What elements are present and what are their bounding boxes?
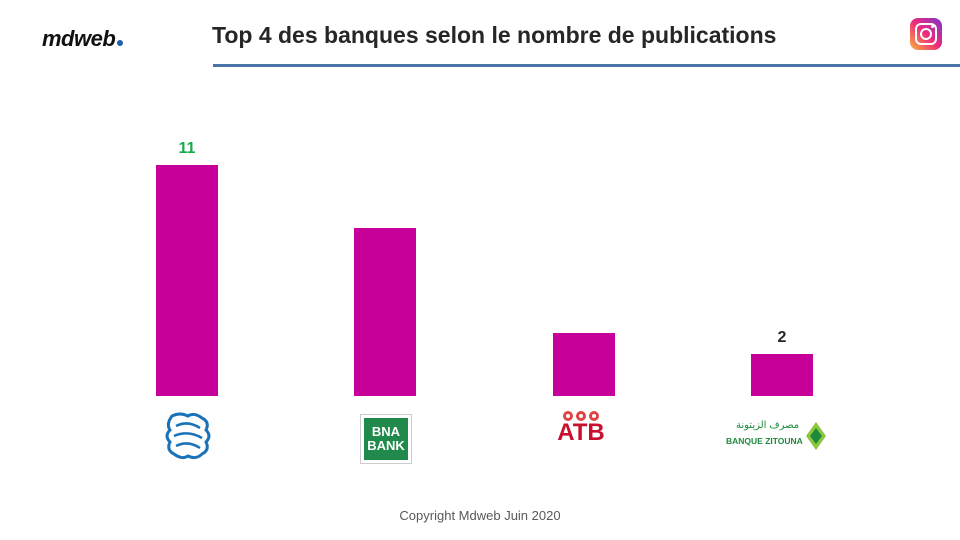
zitouna-logo: مصرف الزيتونة BANQUE ZITOUNA	[726, 418, 826, 454]
atb-circles-icon	[563, 411, 599, 421]
bar-atb	[553, 333, 615, 396]
brand-dot	[117, 40, 124, 46]
bna-logo: BNA BANK	[360, 414, 412, 464]
brand-name: mdweb	[42, 26, 116, 51]
atb-logo-text: ATB	[557, 419, 605, 446]
atb-logo: ATB	[548, 410, 614, 464]
zitouna-logo-arabic: مصرف الزيتونة	[736, 420, 800, 431]
stb-logo-icon	[165, 412, 211, 460]
zitouna-leaf-icon	[806, 422, 826, 450]
data-label-stb: 11	[179, 140, 196, 157]
page-title: Top 4 des banques selon le nombre de pub…	[212, 22, 777, 48]
copyright-footer: Copyright Mdweb Juin 2020	[399, 508, 561, 523]
bar-banque-zitouna	[751, 354, 813, 396]
bar-stb	[156, 165, 218, 396]
data-label-banque-zitouna: 2	[778, 329, 787, 346]
instagram-icon	[910, 18, 942, 50]
bna-logo-line2: BANK	[367, 438, 405, 453]
bar-bna	[354, 228, 416, 396]
title-underline	[213, 64, 960, 67]
brand-logo: mdweb	[42, 26, 124, 52]
bna-logo-line1: BNA	[371, 424, 401, 439]
zitouna-logo-french: BANQUE ZITOUNA	[726, 436, 803, 446]
